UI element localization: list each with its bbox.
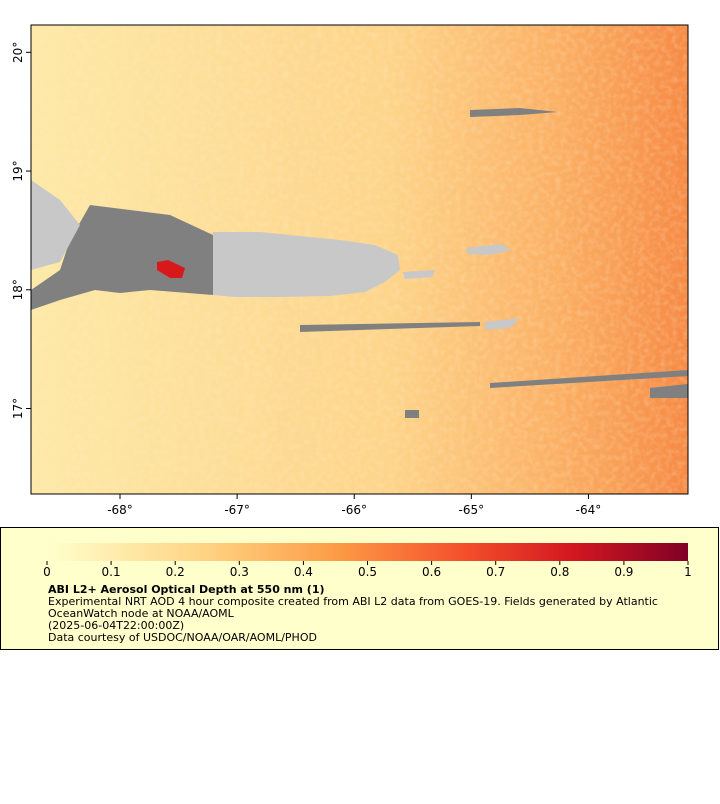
map-field [31,25,688,494]
caption-time: (2025-06-04T22:00:00Z) [48,619,185,632]
x-tick-label: -68° [107,503,133,517]
no-data-region [405,410,419,418]
colorbar-tick-label: 0.4 [294,565,313,579]
colorbar-tick-label: 0.9 [614,565,633,579]
land [466,244,512,255]
y-tick-label: 20° [11,42,25,63]
colorbar-tick-label: 0.1 [102,565,121,579]
colorbar-tick-label: 0.5 [358,565,377,579]
high-aod-patch [157,260,185,278]
land [31,180,80,270]
x-tick-label: -66° [341,503,367,517]
land [484,318,520,330]
land [403,270,435,279]
no-data-region [300,322,480,332]
y-tick-label: 18° [11,279,25,300]
colorbar-tick-label: 0.6 [422,565,441,579]
colorbar-tick-label: 0 [43,565,51,579]
colorbar-tick-label: 0.3 [230,565,249,579]
colorbar [47,543,688,561]
caption-credit: Data courtesy of USDOC/NOAA/OAR/AOML/PHO… [48,631,317,644]
land [213,232,400,297]
no-data-region [650,384,688,398]
caption-title: ABI L2+ Aerosol Optical Depth at 550 nm … [48,583,325,596]
caption-description: Experimental NRT AOD 4 hour composite cr… [48,595,658,620]
y-tick-label: 17° [11,398,25,419]
no-data-region [490,370,688,388]
x-tick-label: -64° [576,503,602,517]
colorbar-tick-label: 0.2 [166,565,185,579]
map-frame [30,24,689,495]
caption: ABI L2+ Aerosol Optical Depth at 550 nm … [48,584,688,644]
colorbar-tick-label: 0.7 [486,565,505,579]
x-tick-label: -65° [459,503,485,517]
colorbar-tick-label: 0.8 [550,565,569,579]
y-tick-label: 19° [11,160,25,181]
x-tick-label: -67° [224,503,250,517]
colorbar-tick-label: 1 [684,565,692,579]
no-data-region [470,108,558,117]
